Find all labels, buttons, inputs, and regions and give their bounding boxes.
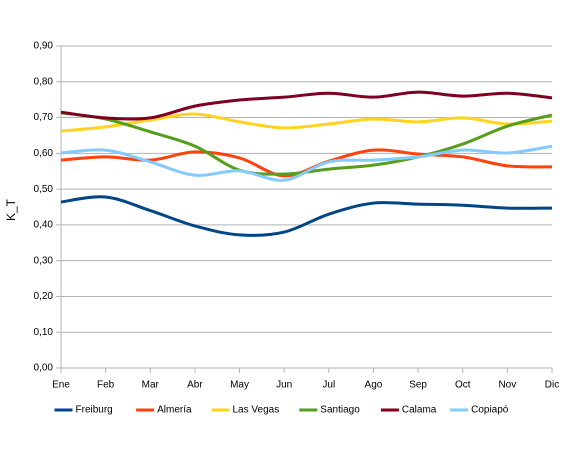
x-tick-label: May: [230, 380, 249, 391]
y-tick-label: 0,10: [34, 327, 54, 338]
series-line: [60, 195, 553, 237]
x-tick-label: Jun: [276, 380, 292, 391]
series-line: [60, 90, 553, 121]
y-tick-label: 0,80: [34, 76, 54, 87]
x-tick-label: Ene: [52, 380, 70, 391]
legend-label: Freiburg: [76, 405, 113, 416]
x-tick-label: Mar: [142, 380, 160, 391]
x-tick-label: Jul: [322, 380, 335, 391]
y-tick-label: 0,00: [34, 363, 54, 374]
y-tick-label: 0,70: [34, 112, 54, 123]
legend-label: Santiago: [320, 405, 360, 416]
y-tick-label: 0,20: [34, 291, 54, 302]
legend-label: Almería: [157, 405, 192, 416]
series-line: [60, 144, 553, 182]
x-tick-label: Dic: [545, 380, 559, 391]
y-tick-label: 0,50: [34, 184, 54, 195]
x-tick-label: Feb: [97, 380, 115, 391]
y-tick-label: 0,30: [34, 255, 54, 266]
series-line: [60, 112, 553, 133]
legend-label: Calama: [402, 405, 437, 416]
x-tick-label: Sep: [409, 380, 427, 391]
y-tick-label: 0,90: [34, 41, 54, 52]
x-tick-label: Abr: [187, 380, 203, 391]
y-tick-label: 0,40: [34, 220, 54, 231]
y-tick-label: 0,60: [34, 148, 54, 159]
legend-label: Copiapó: [471, 405, 509, 416]
x-tick-label: Ago: [365, 380, 383, 391]
x-tick-label: Oct: [455, 380, 471, 391]
legend-label: Las Vegas: [233, 405, 280, 416]
y-axis-label: K_T: [4, 198, 18, 221]
x-tick-label: Nov: [498, 380, 516, 391]
